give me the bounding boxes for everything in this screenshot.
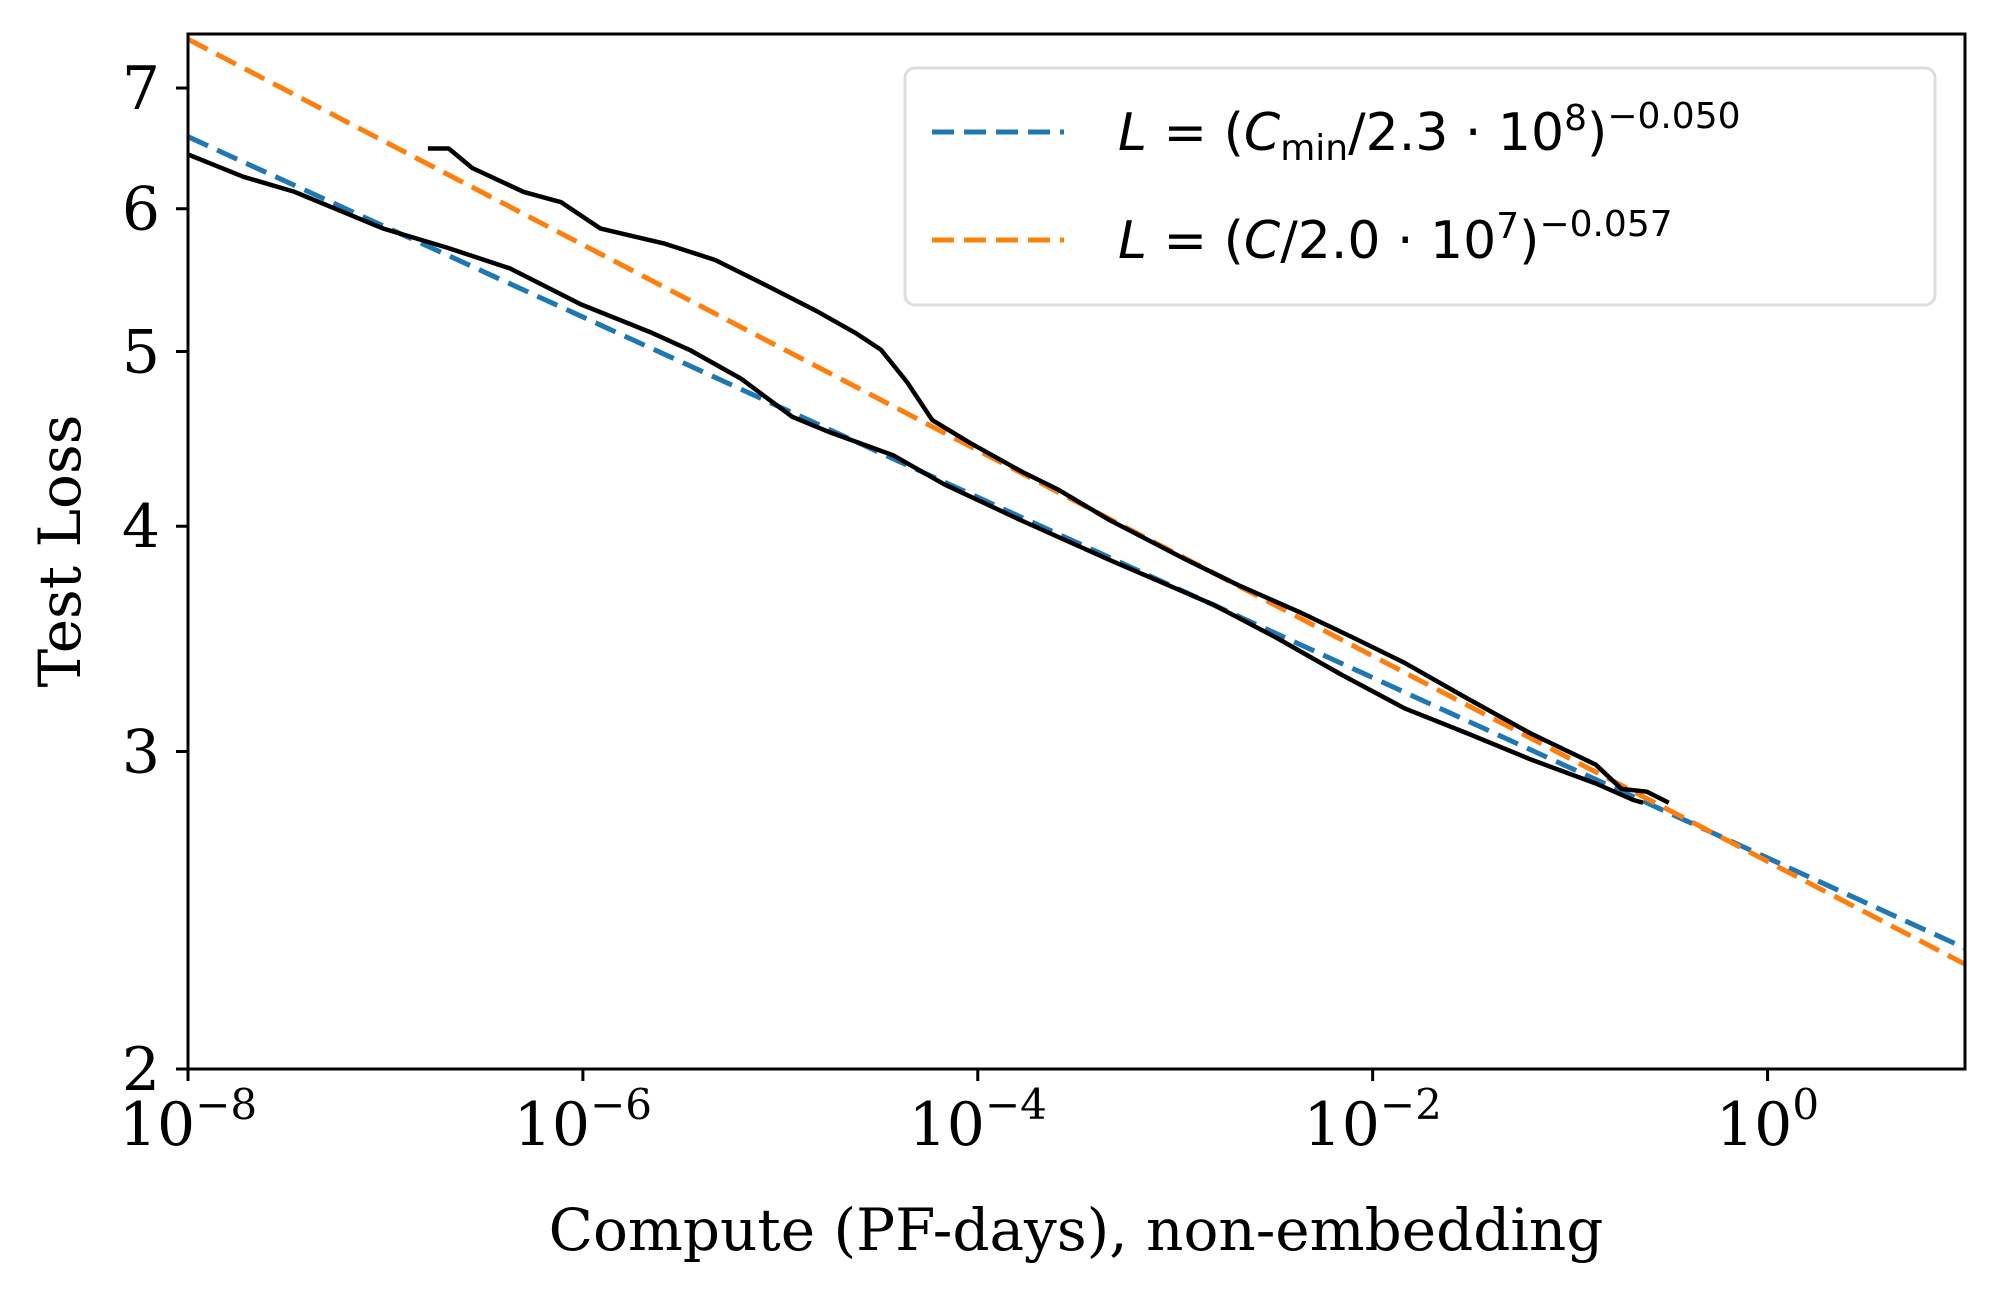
data-curves xyxy=(188,146,1670,805)
y-tick-label: 4 xyxy=(122,492,160,562)
x-axis-label: Compute (PF-days), non-embedding xyxy=(549,1196,1604,1264)
legend-label-cmin-fit: L = (Cmin/2.3 · 108)−0.050 xyxy=(1118,96,1741,169)
loss-curve-0 xyxy=(188,152,1644,805)
y-tick-label: 5 xyxy=(122,317,160,387)
x-tick-label: 10−2 xyxy=(1304,1080,1442,1160)
y-axis-ticks: 2 3 4 5 6 7 xyxy=(122,54,188,1105)
loss-curve-1 xyxy=(427,146,1670,805)
y-tick-label: 2 xyxy=(122,1035,160,1105)
legend-entry-cmin-fit: L = (Cmin/2.3 · 108)−0.050 xyxy=(932,96,1741,169)
legend-label-c-fit: L = (C/2.0 · 107)−0.057 xyxy=(1118,204,1673,271)
plot-frame xyxy=(186,32,1967,1071)
legend: L = (Cmin/2.3 · 108)−0.050 L = (C/2.0 · … xyxy=(903,66,1937,307)
x-axis-ticks: 10−8 10−6 10−4 10−2 100 xyxy=(119,1069,1819,1160)
x-tick-label: 10−6 xyxy=(514,1080,652,1160)
x-tick-label: 10−4 xyxy=(909,1080,1047,1160)
y-tick-label: 3 xyxy=(122,718,160,788)
y-tick-label: 6 xyxy=(122,175,160,245)
fit-line-0 xyxy=(188,134,1965,951)
legend-entry-c-fit: L = (C/2.0 · 107)−0.057 xyxy=(932,204,1673,271)
y-tick-label: 7 xyxy=(122,54,160,124)
x-tick-label: 100 xyxy=(1716,1080,1819,1160)
legend-box xyxy=(903,66,1937,307)
x-tick-label: 10−8 xyxy=(119,1080,257,1160)
y-axis-label: Test Loss xyxy=(26,415,94,688)
